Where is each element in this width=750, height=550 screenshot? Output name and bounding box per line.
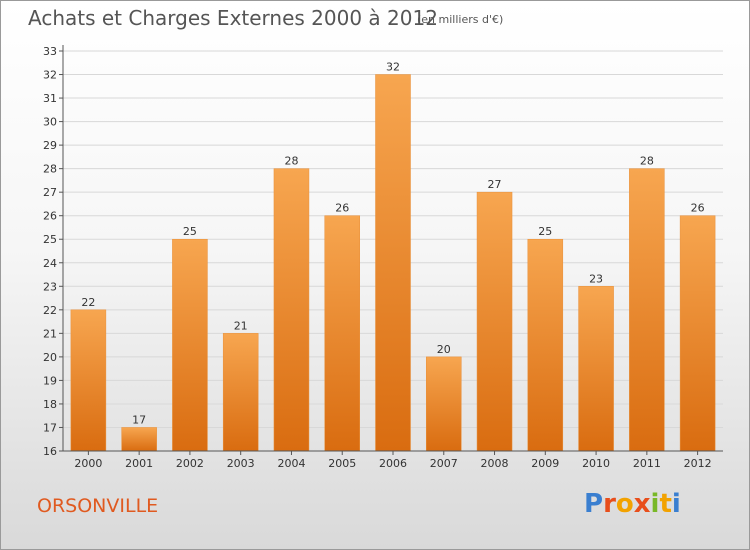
y-tick-label: 20 [43,351,57,364]
value-label-2009: 25 [538,225,552,238]
y-tick-label: 16 [43,445,57,458]
x-tick-label-2001: 2001 [125,457,153,470]
chart-subtitle: (en milliers d'€) [417,13,504,26]
bar-2010 [578,286,614,452]
x-tick-label-2003: 2003 [227,457,255,470]
y-tick-label: 23 [43,280,57,293]
axes: 16 17 18 19 20 21 22 23 24 25 26 27 28 29 30 31 32 33 2000… [43,45,723,470]
x-tick-label-2006: 2006 [379,457,407,470]
x-tick-label-2002: 2002 [176,457,204,470]
y-tick-label: 18 [43,398,57,411]
bar-2008 [476,191,513,452]
bar-2011 [629,168,665,452]
y-tick-label: 21 [43,327,57,340]
x-tick-label-2000: 2000 [74,457,102,470]
x-tick-label-2007: 2007 [430,457,458,470]
bar-2007 [426,356,462,452]
chart-title: Achats et Charges Externes 2000 à 2012 [28,6,438,30]
logo-letter: i [671,489,681,519]
y-tick-label: 29 [43,139,57,152]
value-label-2011: 28 [640,155,654,168]
bar-2003 [222,333,259,452]
value-label-2008: 27 [488,178,502,191]
y-tick-label: 28 [43,163,57,176]
y-tick-label: 24 [43,257,57,270]
y-tick-label: 30 [43,116,57,129]
value-label-2005: 26 [335,202,349,215]
x-tick-label-2012: 2012 [684,457,712,470]
logo-letter: t [659,489,672,519]
value-label-2002: 25 [183,225,197,238]
x-tick-label-2004: 2004 [277,457,305,470]
bar-2002 [172,238,208,452]
bar-2009 [527,238,564,452]
logo-letter: i [650,489,660,519]
logo-letter: o [615,489,634,519]
bar-2001 [121,427,157,452]
value-label-2000: 22 [81,296,95,309]
value-label-2003: 21 [234,319,248,332]
x-tick-label-2011: 2011 [633,457,661,470]
y-tick-label: 32 [43,69,57,82]
logo-letter: P [584,489,604,519]
logo-letter: r [603,489,616,519]
value-label-2012: 26 [691,202,705,215]
proxiti-logo[interactable]: Proxiti [584,489,681,519]
y-tick-label: 19 [43,374,57,387]
value-label-2004: 28 [284,155,298,168]
bar-2000 [70,309,107,452]
commune-name: ORSONVILLE [37,495,159,517]
bar-2004 [273,168,310,452]
y-tick-label: 27 [43,186,57,199]
x-tick-label-2005: 2005 [328,457,356,470]
bar-2012 [679,215,716,452]
y-tick-label: 22 [43,304,57,317]
value-label-2010: 23 [589,272,603,285]
y-tick-label: 31 [43,92,57,105]
y-tick-label: 26 [43,210,57,223]
value-label-2001: 17 [132,413,146,426]
value-label-2006: 32 [386,61,400,74]
logo-letter: x [633,489,651,519]
x-tick-label-2010: 2010 [582,457,610,470]
bar-2005 [324,215,360,452]
bars: 22 17 25 21 28 26 32 20 27 25 23 28 26 [70,61,716,452]
x-tick-label-2008: 2008 [481,457,509,470]
y-tick-label: 25 [43,233,57,246]
bar-2006 [375,74,411,452]
y-tick-label: 33 [43,45,57,58]
x-tick-label-2009: 2009 [531,457,559,470]
value-label-2007: 20 [437,343,451,356]
y-tick-label: 17 [43,421,57,434]
